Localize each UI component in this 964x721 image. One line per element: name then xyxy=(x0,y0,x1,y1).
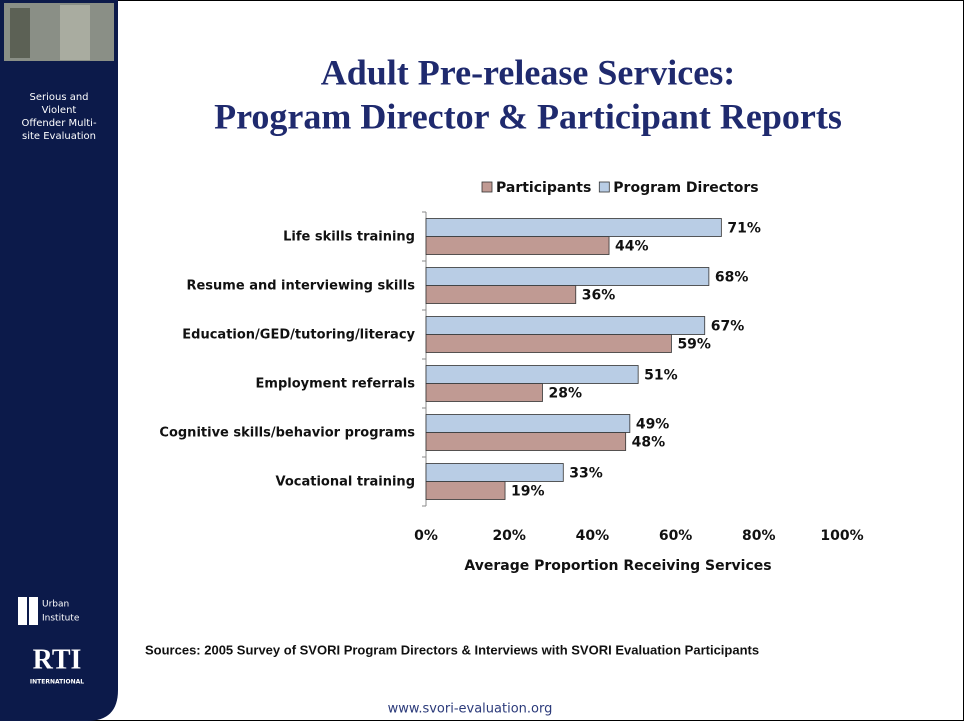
bar xyxy=(425,218,722,237)
sidebar-caption: Offender Multi- xyxy=(21,118,96,129)
slide-title: Program Director & Participant Reports xyxy=(214,96,842,136)
x-tick-label: 100% xyxy=(820,528,863,544)
category-label: Education/GED/tutoring/literacy xyxy=(182,327,415,342)
sidebar-caption: site Evaluation xyxy=(22,131,96,142)
x-tick-label: 20% xyxy=(492,528,526,544)
value-label: 36% xyxy=(582,288,616,304)
rti-sub: INTERNATIONAL xyxy=(30,679,84,686)
rti-logo: RTI xyxy=(33,644,82,675)
bar xyxy=(425,236,610,255)
legend-label: Program Directors xyxy=(613,180,758,196)
legend-swatch xyxy=(481,181,493,193)
bar xyxy=(425,285,577,304)
x-tick-label: 60% xyxy=(659,528,693,544)
value-label: 33% xyxy=(569,466,603,482)
x-tick-label: 0% xyxy=(414,528,438,544)
bar xyxy=(425,365,639,384)
value-label: 49% xyxy=(636,417,670,433)
bar xyxy=(425,414,631,433)
source: Sources: 2005 Survey of SVORI Program Di… xyxy=(145,642,759,657)
bar xyxy=(425,316,706,335)
bar xyxy=(425,432,627,451)
x-tick-label: 80% xyxy=(742,528,776,544)
value-label: 44% xyxy=(615,239,649,255)
value-label: 59% xyxy=(677,337,711,353)
sidebar xyxy=(0,0,118,721)
photo-detail xyxy=(60,5,90,60)
bar xyxy=(425,463,564,482)
category-label: Resume and interviewing skills xyxy=(186,278,415,293)
value-label: 67% xyxy=(711,319,745,335)
category-label: Vocational training xyxy=(275,474,416,489)
value-label: 71% xyxy=(727,221,761,237)
bar xyxy=(425,481,506,500)
x-tick-label: 40% xyxy=(576,528,610,544)
urban-text: Institute xyxy=(42,614,80,624)
sidebar-caption: Violent xyxy=(42,105,77,116)
bar xyxy=(425,334,672,353)
bar xyxy=(425,383,543,402)
legend-label: Participants xyxy=(496,180,591,196)
bar xyxy=(425,267,710,286)
category-label: Employment referrals xyxy=(255,376,415,391)
value-label: 68% xyxy=(715,270,749,286)
legend-swatch xyxy=(598,181,610,193)
value-label: 28% xyxy=(548,386,582,402)
value-label: 51% xyxy=(644,368,678,384)
value-label: 19% xyxy=(511,484,545,500)
category-label: Cognitive skills/behavior programs xyxy=(159,425,415,440)
category-label: Life skills training xyxy=(283,229,415,244)
urban-text: Urban xyxy=(42,600,69,610)
photo-detail xyxy=(10,8,30,58)
slide-title: Adult Pre-release Services: xyxy=(321,52,736,92)
sidebar-caption: Serious and xyxy=(29,92,88,103)
footer-url: www.svori-evaluation.org xyxy=(388,702,553,717)
x-axis-title: Average Proportion Receiving Services xyxy=(464,558,771,574)
value-label: 48% xyxy=(632,435,666,451)
